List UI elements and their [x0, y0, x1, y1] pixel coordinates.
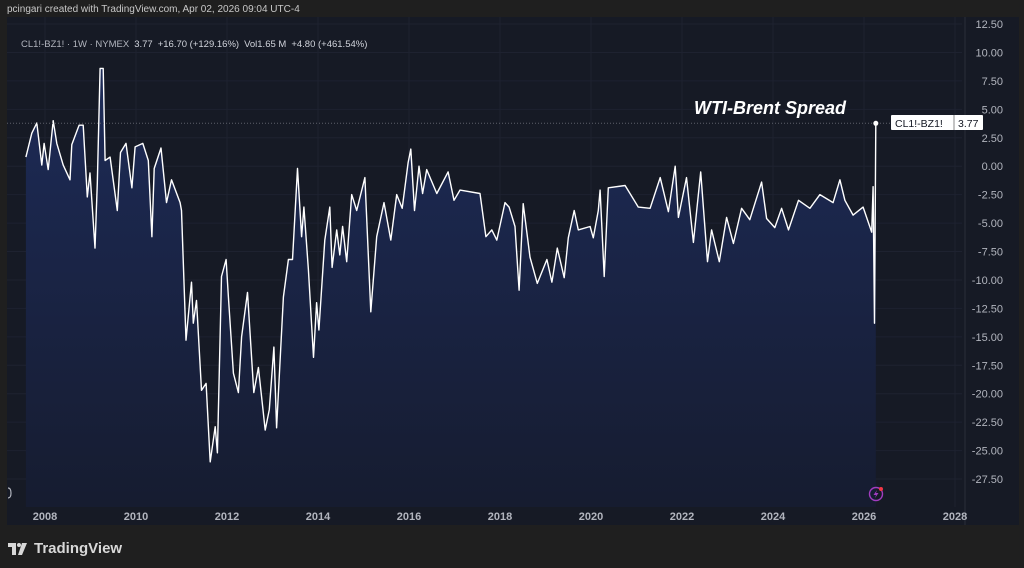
price-label-symbol: CL1!-BZ1! — [895, 118, 943, 130]
y-tick-label: -22.50 — [972, 417, 1003, 429]
tradingview-logo-icon — [8, 542, 27, 555]
series-line — [25, 67, 877, 463]
x-tick-label: 2012 — [215, 511, 239, 523]
y-tick-label: -7.50 — [978, 247, 1003, 259]
y-tick-label: 7.50 — [982, 76, 1003, 88]
y-tick-label: -5.00 — [978, 218, 1003, 230]
price-axis[interactable]: 12.50 10.00 7.50 5.00 2.50 0.00 -2.50 -5.00 -7.5… — [972, 19, 1003, 486]
y-tick-label: -10.00 — [972, 275, 1003, 287]
last-price-dot — [873, 120, 879, 126]
legend-volume: Vol1.65 M — [244, 39, 287, 50]
y-tick-label: 10.00 — [975, 47, 1003, 59]
y-tick-label: -27.50 — [972, 474, 1003, 486]
x-tick-label: 2008 — [33, 511, 57, 523]
x-tick-label: 2020 — [579, 511, 603, 523]
lightning-alert-icon[interactable] — [868, 486, 884, 502]
price-label: CL1!-BZ1! 3.77 — [891, 115, 983, 130]
chart-svg[interactable]: 12.50 10.00 7.50 5.00 2.50 0.00 -2.50 -5.00 -7.5… — [7, 17, 1019, 525]
y-tick-label: -12.50 — [972, 303, 1003, 315]
y-tick-label: -2.50 — [978, 190, 1003, 202]
y-tick-label: 2.50 — [982, 133, 1003, 145]
brand-name: TradingView — [34, 540, 123, 557]
y-tick-label: 12.50 — [975, 19, 1003, 31]
y-tick-label: -20.00 — [972, 389, 1003, 401]
legend-last: 3.77 — [134, 39, 153, 50]
chart-pane[interactable]: 12.50 10.00 7.50 5.00 2.50 0.00 -2.50 -5.00 -7.5… — [7, 17, 1019, 525]
y-tick-label: 5.00 — [982, 104, 1003, 116]
x-tick-label: 2018 — [488, 511, 512, 523]
chart-title: WTI-Brent Spread — [694, 98, 847, 118]
y-tick-label: -17.50 — [972, 360, 1003, 372]
x-tick-label: 2028 — [943, 511, 967, 523]
legend-change: +16.70 (+129.16%) — [157, 39, 240, 50]
y-tick-label: -15.00 — [972, 332, 1003, 344]
series-area — [25, 68, 876, 508]
x-tick-label: 2022 — [670, 511, 694, 523]
chart-credit: pcingari created with TradingView.com, A… — [7, 4, 300, 15]
price-label-value: 3.77 — [958, 118, 979, 130]
symbol-legend: CL1!-BZ1! · 1W · NYMEX 3.77 +16.70 (+129.1… — [21, 39, 367, 50]
x-tick-label: 2026 — [852, 511, 876, 523]
legend-symbol[interactable]: CL1!-BZ1! · 1W · NYMEX — [21, 39, 130, 50]
x-tick-label: 2016 — [397, 511, 421, 523]
x-tick-label: 2024 — [761, 511, 786, 523]
x-tick-label: 2014 — [306, 511, 331, 523]
legend-vol-change: +4.80 (+461.54%) — [291, 39, 368, 50]
scroll-back-icon[interactable] — [7, 487, 12, 499]
x-tick-label: 2010 — [124, 511, 148, 523]
y-tick-label: 0.00 — [982, 161, 1003, 173]
y-tick-label: -25.00 — [972, 446, 1003, 458]
tradingview-brand[interactable]: TradingView — [8, 540, 122, 557]
time-axis[interactable]: 2008 2010 2012 2014 2016 2018 2020 2022 2024 2026… — [33, 511, 967, 523]
